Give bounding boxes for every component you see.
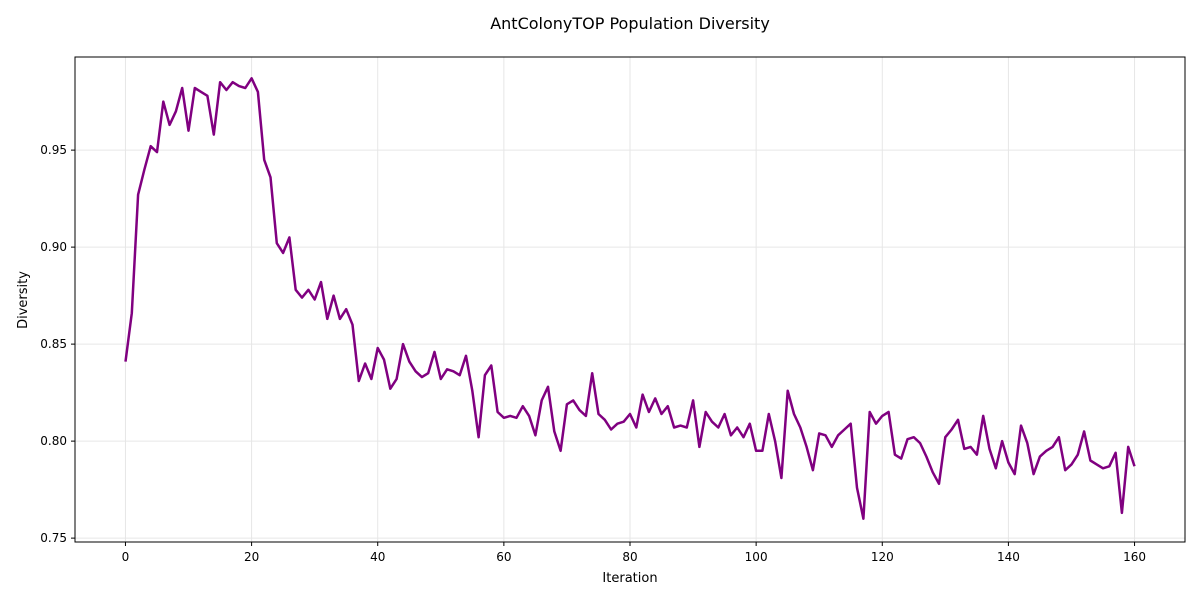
x-axis-label: Iteration [602,571,657,586]
x-tick-label: 160 [1123,550,1146,564]
y-axis-label: Diversity [16,271,31,329]
x-tick-label: 0 [122,550,130,564]
y-tick-label: 0.90 [40,240,67,254]
x-tick-label: 60 [496,550,511,564]
x-tick-label: 40 [370,550,385,564]
y-axis-ticks: 0.75 0.80 0.85 0.90 0.95 [40,143,75,545]
chart-title: AntColonyTOP Population Diversity [490,14,770,33]
x-tick-label: 120 [871,550,894,564]
y-tick-label: 0.75 [40,531,67,545]
y-tick-label: 0.80 [40,434,67,448]
y-tick-label: 0.95 [40,143,67,157]
x-tick-label: 140 [997,550,1020,564]
x-axis-ticks: 0 20 40 60 80 100 120 140 160 [122,542,1146,564]
x-tick-label: 20 [244,550,259,564]
series-layer [124,77,1136,520]
x-tick-label: 80 [622,550,637,564]
grid-lines [75,57,1185,542]
x-tick-label: 100 [745,550,768,564]
y-tick-label: 0.85 [40,337,67,351]
diversity-series-line [124,77,1136,520]
